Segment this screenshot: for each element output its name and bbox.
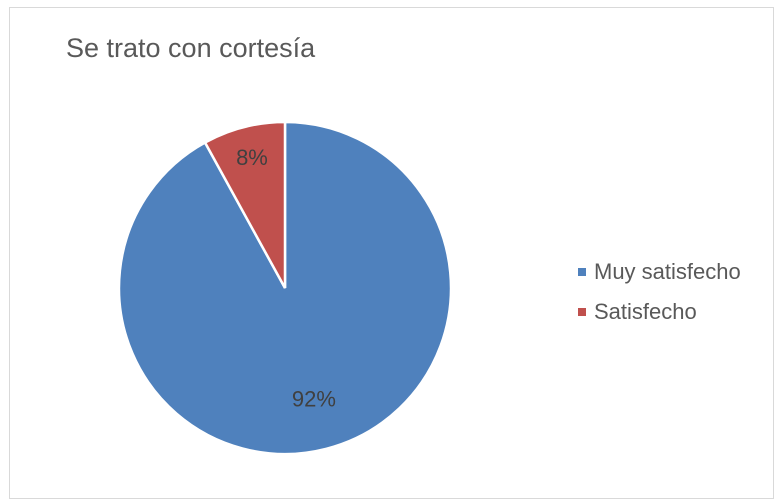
legend-swatch <box>578 308 586 316</box>
legend-item-muy-satisfecho: Muy satisfecho <box>578 252 741 292</box>
pie-slice-satisfecho <box>203 120 287 289</box>
legend-label: Muy satisfecho <box>594 259 741 284</box>
legend-swatch <box>578 268 586 276</box>
legend-label: Satisfecho <box>594 299 697 324</box>
legend-item-satisfecho: Satisfecho <box>578 292 741 332</box>
data-label-muy-satisfecho: 92% <box>292 386 336 411</box>
data-label-satisfecho: 8% <box>236 145 268 170</box>
legend: Muy satisfecho Satisfecho <box>578 252 741 332</box>
chart-title: Se trato con cortesía <box>66 33 316 63</box>
